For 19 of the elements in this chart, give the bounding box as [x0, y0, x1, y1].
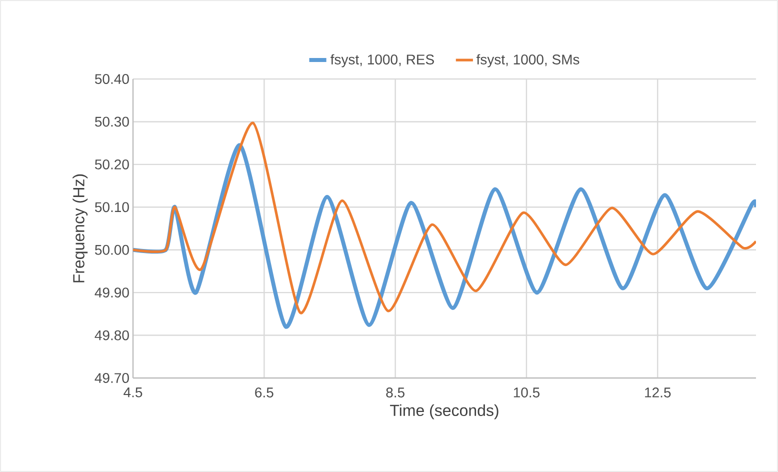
x-tick-label: 8.5	[386, 388, 404, 398]
y-tick-label: 50.10	[95, 202, 129, 212]
x-axis-title: Time (seconds)	[390, 404, 498, 420]
x-tick-label: 6.5	[255, 388, 274, 398]
y-tick-label: 49.90	[94, 288, 129, 298]
y-tick-label: 50.30	[95, 116, 129, 127]
x-tick-label: 4.5	[124, 388, 142, 398]
x-tick-label: 12.5	[645, 388, 671, 398]
x-tick-label: 10.5	[514, 388, 540, 398]
y-axis-title: Frequency (Hz)	[72, 174, 88, 282]
legend-label: fsyst, 1000, RES	[330, 54, 434, 68]
y-tick-label: 49.80	[94, 330, 129, 340]
line-series	[133, 143, 756, 329]
line-series	[133, 122, 756, 314]
y-tick-label: 50.20	[95, 159, 129, 170]
y-tick-label: 49.70	[94, 373, 129, 383]
y-tick-label: 50.00	[95, 244, 129, 255]
legend-label: fsyst, 1000, SMs	[476, 54, 580, 68]
y-tick-label: 50.40	[95, 74, 129, 84]
